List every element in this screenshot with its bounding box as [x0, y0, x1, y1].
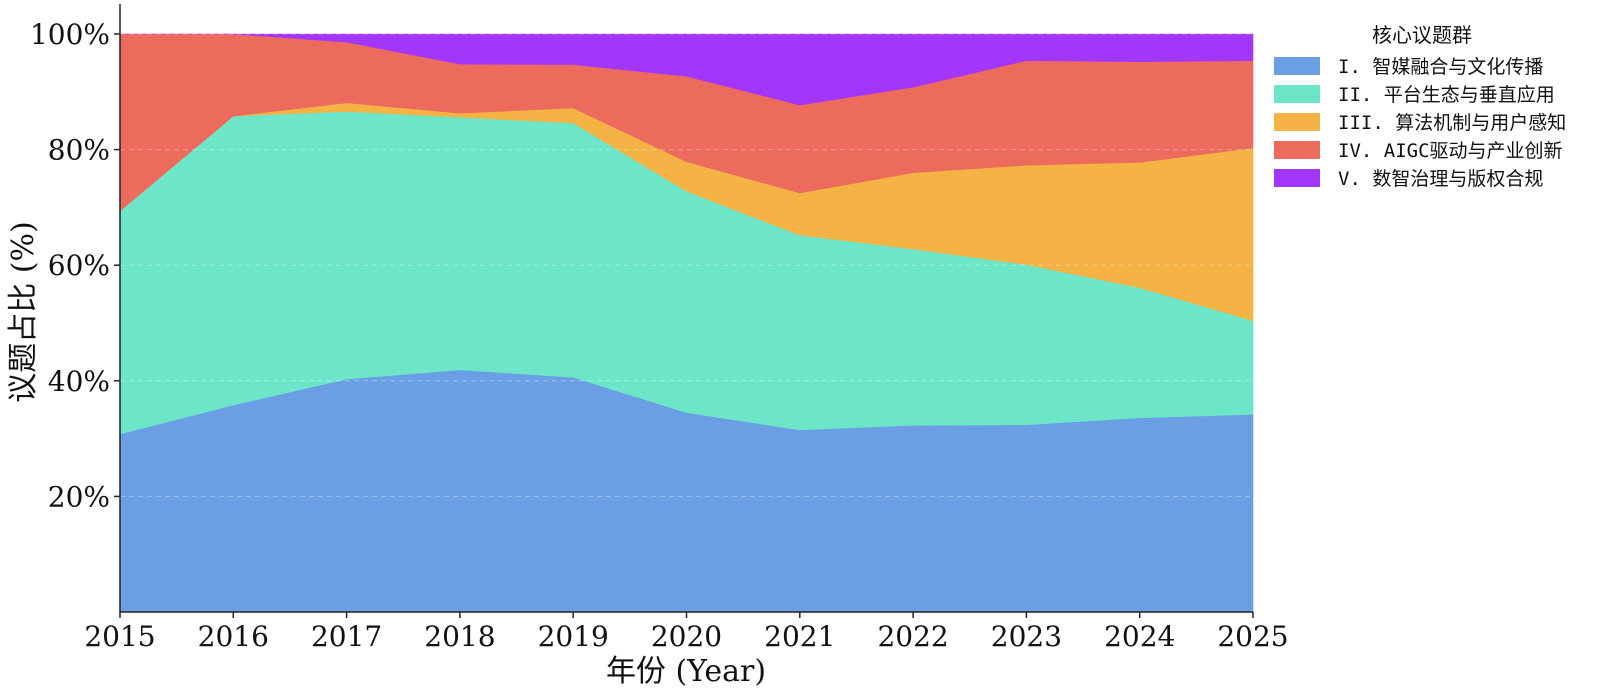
y-tick-label: 80%	[48, 134, 110, 167]
legend-label: III. 算法机制与用户感知	[1338, 112, 1566, 134]
legend-swatch	[1274, 141, 1320, 159]
legend-label: II. 平台生态与垂直应用	[1338, 84, 1555, 106]
x-ticks: 2015 2016 2017 2018 2019 2020 2021 2022 2023 2024…	[84, 612, 1289, 653]
x-tick-label: 2024	[1104, 620, 1175, 653]
x-tick-label: 2015	[84, 620, 155, 653]
x-tick-label: 2018	[424, 620, 495, 653]
x-tick-label: 2020	[651, 620, 722, 653]
legend-swatch	[1274, 113, 1320, 131]
y-axis-title: 议题占比 (%)	[6, 221, 41, 402]
legend-swatch	[1274, 169, 1320, 187]
x-tick-label: 2016	[198, 620, 269, 653]
x-axis-title: 年份 (Year)	[606, 654, 766, 689]
x-tick-label: 2021	[764, 620, 835, 653]
area-layers	[119, 33, 1254, 613]
x-tick-label: 2019	[538, 620, 609, 653]
legend-swatch	[1274, 85, 1320, 103]
y-ticks: 20% 40% 60% 80% 100%	[30, 18, 120, 513]
legend: 核心议题群 I. 智媒融合与文化传播 II. 平台生态与垂直应用 III. 算法机制…	[1274, 23, 1566, 190]
y-tick-label: 60%	[48, 249, 110, 282]
y-tick-label: 20%	[48, 480, 110, 513]
x-tick-label: 2025	[1217, 620, 1288, 653]
legend-label: IV. AIGC驱动与产业创新	[1338, 140, 1563, 162]
y-tick-label: 100%	[30, 18, 110, 51]
legend-swatch	[1274, 57, 1320, 75]
x-tick-label: 2022	[877, 620, 948, 653]
x-tick-label: 2023	[991, 620, 1062, 653]
legend-label: I. 智媒融合与文化传播	[1338, 56, 1543, 78]
area-series-5	[120, 33, 1254, 106]
y-tick-label: 40%	[48, 365, 110, 398]
legend-title: 核心议题群	[1372, 23, 1472, 47]
legend-label: V. 数智治理与版权合规	[1338, 168, 1543, 190]
x-tick-label: 2017	[311, 620, 382, 653]
